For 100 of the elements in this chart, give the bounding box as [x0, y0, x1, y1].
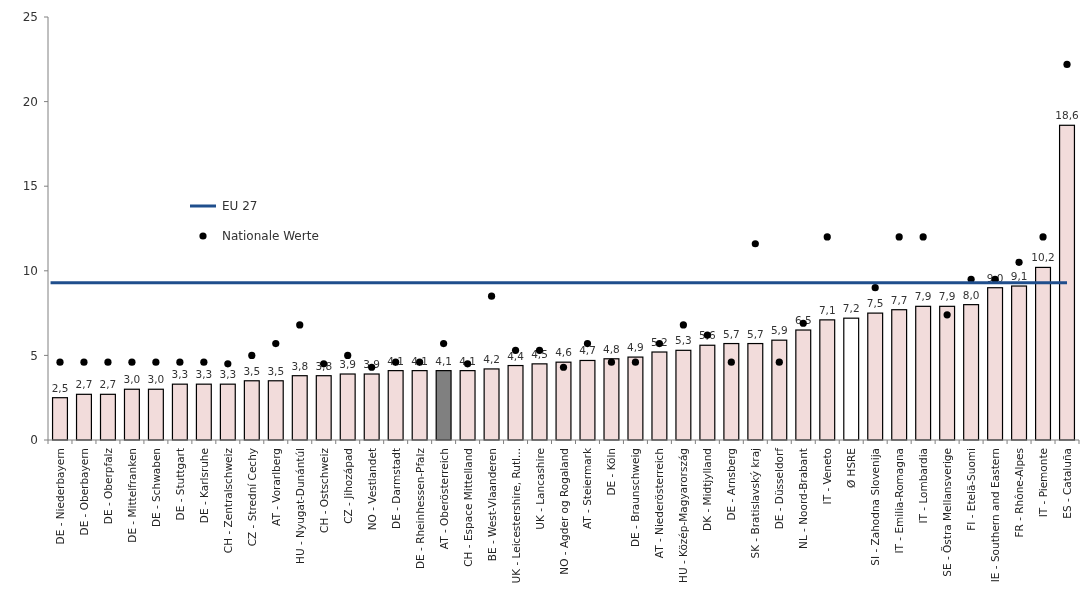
bar [291, 375, 308, 441]
point [727, 358, 735, 366]
point [631, 358, 640, 366]
data-label: 5,7 [722, 327, 740, 340]
x-tick-label: DE - Niederbayern [53, 448, 66, 545]
bar [75, 393, 92, 441]
x-tick-label: CH - Zentralschweiz [221, 447, 234, 554]
bar [1011, 285, 1028, 441]
x-tick-label: DK - Midtjylland [701, 448, 714, 531]
point [224, 360, 232, 368]
x-tick-label: NO - Vestlandet [365, 448, 378, 531]
data-label: 10,2 [1031, 251, 1055, 264]
x-tick-label: Ø HSRE [845, 448, 858, 489]
bar [579, 359, 596, 441]
bar [939, 305, 956, 441]
bar [171, 383, 188, 441]
data-label: 4,9 [627, 341, 644, 354]
bar [51, 397, 69, 441]
x-tick-label: AT - Vorarlberg [269, 448, 282, 526]
bar [99, 393, 116, 441]
bar [219, 383, 236, 441]
data-label: 4,6 [555, 346, 573, 359]
x-tick-label: IT - Emilia-Romagna [893, 448, 906, 554]
data-label: 3,3 [171, 368, 189, 381]
x-tick-label: CH - Espace Mittelland [461, 448, 474, 567]
x-tick-label: IT - Veneto [821, 448, 834, 505]
bar [891, 309, 908, 441]
data-label: 3,3 [219, 368, 237, 381]
point [272, 339, 280, 348]
bar [867, 312, 884, 441]
legend-label: Nationale Werte [222, 229, 319, 244]
bar [795, 329, 812, 441]
x-tick-label: CH - Ostschweiz [317, 447, 330, 533]
x-tick-label: IT - Piemonte [1037, 448, 1050, 518]
bar [843, 317, 860, 441]
x-tick-label: SE - Östra Mellansverige [941, 448, 954, 577]
x-tick-label: DE - Oberbayern [77, 448, 90, 536]
point [559, 363, 568, 371]
data-label: 4,7 [579, 344, 596, 357]
point [152, 358, 160, 366]
data-label: 2,5 [51, 381, 69, 394]
bar [819, 319, 836, 441]
bar [627, 356, 644, 441]
data-label: 7,7 [890, 293, 908, 306]
bar [555, 361, 572, 441]
point [751, 240, 759, 248]
x-tick-label: DE - Schwaben [149, 448, 162, 528]
x-tick-label: DE - Stuttgart [173, 448, 186, 521]
x-tick-label: SI - Zahodna Slovenija [869, 448, 882, 566]
data-label: 4,2 [483, 352, 500, 365]
x-tick-label: SK - Bratislavský kraj [749, 448, 762, 559]
point [775, 358, 783, 366]
data-label: 7,5 [866, 297, 884, 310]
data-label: 5,7 [746, 327, 764, 340]
data-label: 3,5 [267, 364, 285, 377]
bar [195, 383, 212, 441]
x-tick-label: DE - Mittelfranken [125, 448, 138, 543]
x-tick-label: HU - Közép-Magyarország [677, 448, 690, 583]
bar [771, 339, 788, 441]
bar [411, 370, 428, 441]
bar [123, 388, 140, 441]
bar [1035, 266, 1052, 441]
bar [267, 380, 284, 441]
x-tick-label: DE - Rheinhessen-Pfalz [413, 447, 426, 570]
data-label: 7,9 [938, 290, 956, 303]
bar [699, 344, 716, 441]
data-label: 3,0 [147, 373, 165, 386]
x-tick-label: DE - Düsseldorf [773, 447, 786, 530]
point [80, 358, 88, 366]
x-tick-label: IT - Lombardia [917, 448, 930, 524]
bar [363, 373, 380, 441]
x-tick-label: AT - Steiermark [581, 447, 594, 530]
bar [747, 342, 764, 441]
bar [675, 349, 692, 441]
bar [1058, 124, 1076, 441]
data-label: 4,8 [603, 342, 620, 355]
x-tick-label: ES - Cataluña [1061, 448, 1074, 519]
point [248, 351, 256, 359]
bar [339, 373, 356, 441]
x-tick-label: NL - Noord-Brabant [797, 448, 810, 549]
y-tick-label: 20 [22, 94, 38, 109]
data-label: 3,9 [339, 358, 357, 371]
point [440, 339, 448, 348]
bar [963, 304, 980, 441]
data-label: 5,3 [675, 334, 692, 347]
x-tick-label: BE - West-Vlaanderen [485, 448, 498, 562]
x-tick-label: CZ - Jihozápad [341, 448, 354, 524]
point [128, 358, 136, 366]
x-tick-label: IE - Southern and Eastern [989, 448, 1002, 583]
data-label: 4,4 [507, 349, 525, 362]
data-label: 3,8 [315, 359, 333, 372]
data-label: 5,9 [770, 324, 788, 337]
point [200, 358, 208, 366]
point [487, 292, 496, 300]
x-tick-label: DE - Oberpfalz [101, 447, 114, 525]
bar [315, 375, 332, 441]
bar [651, 351, 668, 441]
y-tick-label: 15 [22, 179, 38, 194]
x-tick-label: CZ - Strední Cechy [245, 448, 258, 547]
point [607, 358, 616, 366]
